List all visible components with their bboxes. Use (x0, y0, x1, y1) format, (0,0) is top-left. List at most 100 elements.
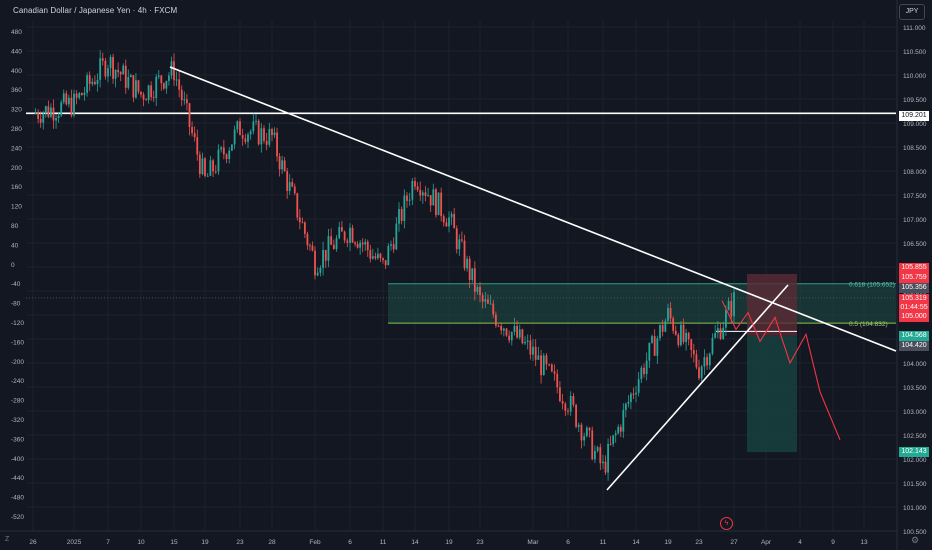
candle-body (75, 93, 78, 98)
candle-body (572, 395, 575, 405)
candle-body (286, 171, 289, 191)
candle-body (178, 79, 181, 90)
candle-body (204, 158, 206, 176)
candle-body (630, 393, 632, 403)
candle-body (96, 79, 99, 85)
candle-body (42, 113, 45, 123)
candle-body (327, 236, 330, 261)
candle-body (117, 69, 120, 73)
candle-body (260, 128, 263, 145)
candle-body (392, 244, 395, 250)
candle-body (316, 272, 319, 276)
left-axis-label: 160 (11, 184, 22, 191)
candle-body (624, 403, 627, 410)
candle-body (311, 245, 314, 251)
candle-body (419, 189, 422, 196)
candle-body (366, 241, 369, 251)
candle-body (206, 175, 209, 177)
candle-body (508, 335, 511, 341)
candle-body (343, 231, 346, 241)
candle-body (196, 137, 199, 155)
currency-button[interactable]: JPY (899, 4, 925, 20)
candle-body (505, 328, 508, 336)
candle-body (398, 209, 400, 224)
x-axis-label: 19 (445, 539, 453, 546)
candle-body (91, 81, 94, 84)
candle-body (129, 75, 132, 78)
x-axis-label: Apr (761, 539, 772, 546)
candle-body (727, 300, 730, 310)
candle-body (569, 395, 572, 412)
candle-body (214, 171, 217, 173)
candle-body (617, 426, 620, 434)
projection-path (721, 300, 841, 441)
candle-body (145, 99, 147, 101)
left-axis-label: 40 (11, 242, 19, 249)
price-tag: 109.201 (899, 111, 929, 121)
x-axis-label: 23 (236, 539, 244, 546)
candle-body (669, 307, 672, 319)
candle-body (495, 314, 497, 326)
right-axis-label: 111.000 (903, 25, 926, 32)
candle-body (677, 334, 680, 346)
candle-body (635, 392, 637, 395)
candle-body (173, 61, 175, 81)
candle-body (257, 120, 260, 145)
candle-body (135, 80, 137, 98)
candle-body (124, 65, 127, 88)
candle-body (596, 447, 599, 452)
candle-body (291, 182, 294, 187)
price-tag: 104.420 (899, 341, 929, 351)
candle-body (222, 147, 225, 155)
left-axis-label: 240 (11, 145, 22, 152)
candle-body (545, 355, 548, 365)
candle-body (722, 327, 725, 339)
left-axis-label: -280 (11, 398, 24, 405)
candle-body (384, 260, 387, 266)
candle-body (361, 242, 364, 245)
candle-body (687, 332, 690, 340)
take-profit-box (747, 335, 797, 453)
candle-body (607, 443, 609, 473)
flash-icon[interactable]: ϟ (720, 517, 733, 530)
candle-body (575, 404, 577, 427)
fib-label: 0.618 (105.652) (849, 282, 895, 289)
candle-body (648, 342, 651, 361)
right-axis-label: 110.000 (903, 73, 926, 80)
candle-body (708, 353, 711, 366)
candle-body (382, 258, 384, 261)
candle-body (481, 295, 484, 302)
left-axis-label: 200 (11, 165, 22, 172)
candle-body (500, 325, 503, 331)
right-axis-label: 101.500 (903, 481, 927, 488)
zoom-icon[interactable]: Z (5, 536, 10, 543)
gear-icon[interactable]: ⚙ (911, 535, 920, 545)
candle-body (521, 329, 524, 344)
x-axis-label: 9 (831, 539, 835, 546)
candle-body (62, 93, 65, 103)
candle-body (414, 181, 416, 187)
candle-body (390, 244, 392, 246)
candle-body (183, 99, 186, 101)
candle-body (233, 129, 236, 145)
candle-body (94, 81, 96, 85)
candle-body (157, 75, 160, 77)
candle-body (377, 253, 379, 259)
candle-body (516, 325, 518, 338)
x-axis-label: 2025 (67, 539, 82, 546)
candle-body (577, 424, 580, 427)
candle-body (298, 217, 301, 223)
candle-body (255, 120, 257, 122)
candle-body (168, 75, 170, 81)
candle-body (561, 401, 564, 404)
stop-loss-box (747, 273, 797, 336)
candle-body (580, 424, 583, 441)
candle-body (288, 182, 291, 191)
candle-body (78, 93, 81, 98)
candle-body (160, 75, 163, 84)
left-axis-label: 280 (11, 126, 22, 133)
candle-body (445, 222, 448, 227)
candle-body (369, 250, 372, 259)
left-axis-label: -520 (11, 514, 24, 521)
